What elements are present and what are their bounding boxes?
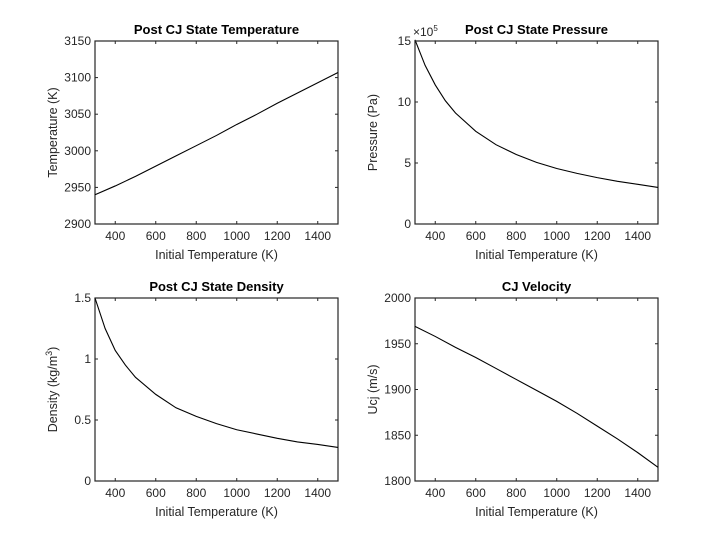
- velocity-y-tick-label: 2000: [384, 291, 411, 305]
- density-panel: 400 600 800 1000 1200 1400 0 0.5 1 1.5 Post CJ Sta…: [44, 279, 339, 519]
- velocity-x-tick-label: 1400: [624, 486, 651, 500]
- density-x-tick-label: 1200: [264, 486, 291, 500]
- density-y-axis-label-end: ): [46, 347, 60, 351]
- temperature-x-tick-label: 400: [105, 229, 125, 243]
- temperature-y-tick-label: 3000: [64, 144, 91, 158]
- temperature-y-tick-label: 2950: [64, 180, 91, 194]
- density-x-tick-label: 600: [146, 486, 166, 500]
- temperature-series-line: [94, 71, 339, 196]
- velocity-panel: 400 600 800 1000 1200 1400 1800 1850 1900 1950 200…: [366, 279, 659, 519]
- temperature-x-axis-label: Initial Temperature (K): [155, 248, 278, 262]
- pressure-x-tick-label: 400: [425, 229, 445, 243]
- density-x-tick-label: 800: [186, 486, 206, 500]
- density-y-axis-label: Density (kg/m3): [44, 347, 60, 433]
- temperature-x-tick-label: 1000: [223, 229, 250, 243]
- density-x-tick-label: 400: [105, 486, 125, 500]
- density-y-tick-label: 1: [84, 352, 91, 366]
- temperature-y-axis-label: Temperature (K): [46, 87, 60, 177]
- velocity-x-tick-label: 1000: [543, 486, 570, 500]
- velocity-x-tick-label: 800: [506, 486, 526, 500]
- velocity-x-tick-label: 400: [425, 486, 445, 500]
- temperature-x-tick-label: 1200: [264, 229, 291, 243]
- pressure-chart-title: Post CJ State Pressure: [465, 22, 608, 37]
- velocity-x-tick-label: 600: [466, 486, 486, 500]
- pressure-x-tick-label: 1000: [543, 229, 570, 243]
- density-chart-title: Post CJ State Density: [149, 279, 284, 294]
- temperature-chart-title: Post CJ State Temperature: [134, 22, 299, 37]
- density-y-axis-label-main: Density (kg/m: [46, 356, 60, 432]
- pressure-panel: 400 600 800 1000 1200 1400 0 5 10 15 Post CJ State…: [366, 22, 659, 262]
- temperature-x-tick-label: 600: [146, 229, 166, 243]
- velocity-x-tick-label: 1200: [584, 486, 611, 500]
- velocity-x-axis-label: Initial Temperature (K): [475, 505, 598, 519]
- density-y-tick-label: 0.5: [74, 413, 91, 427]
- pressure-y-tick-label: 5: [404, 156, 411, 170]
- pressure-y-tick-label: 15: [398, 34, 412, 48]
- pressure-y-tick-label: 0: [404, 217, 411, 231]
- temperature-panel: 400 600 800 1000 1200 1400 2900 2950 3000 3050 310…: [46, 22, 339, 262]
- pressure-x-tick-label: 1200: [584, 229, 611, 243]
- pressure-y-exponent-label: ×105: [413, 24, 438, 39]
- velocity-y-tick-label: 1900: [384, 383, 411, 397]
- temperature-y-tick-label: 3050: [64, 107, 91, 121]
- velocity-y-tick-label: 1950: [384, 337, 411, 351]
- density-y-tick-label: 1.5: [74, 291, 91, 305]
- temperature-x-tick-label: 800: [186, 229, 206, 243]
- density-y-axis-label-sup: 3: [44, 351, 54, 356]
- density-series-line: [94, 297, 339, 448]
- density-x-tick-label: 1400: [304, 486, 331, 500]
- pressure-series-line: [414, 39, 659, 188]
- pressure-y-exponent-power: 5: [433, 24, 438, 33]
- velocity-chart-title: CJ Velocity: [502, 279, 572, 294]
- velocity-y-tick-label: 1850: [384, 428, 411, 442]
- pressure-x-axis-label: Initial Temperature (K): [475, 248, 598, 262]
- pressure-x-tick-label: 1400: [624, 229, 651, 243]
- density-x-tick-label: 1000: [223, 486, 250, 500]
- pressure-y-axis-label: Pressure (Pa): [366, 94, 380, 171]
- temperature-y-tick-label: 3100: [64, 71, 91, 85]
- temperature-y-tick-label: 3150: [64, 34, 91, 48]
- pressure-plot-frame: [414, 40, 659, 225]
- density-plot-frame: [94, 297, 339, 482]
- temperature-x-tick-label: 1400: [304, 229, 331, 243]
- velocity-y-axis-label: Ucj (m/s): [366, 365, 380, 415]
- density-y-tick-label: 0: [84, 474, 91, 488]
- density-x-axis-label: Initial Temperature (K): [155, 505, 278, 519]
- pressure-x-tick-label: 800: [506, 229, 526, 243]
- velocity-y-tick-label: 1800: [384, 474, 411, 488]
- pressure-x-tick-label: 600: [466, 229, 486, 243]
- temperature-plot-frame: [94, 40, 339, 225]
- pressure-y-exponent-base: ×10: [413, 25, 434, 39]
- pressure-y-tick-label: 10: [398, 95, 412, 109]
- temperature-y-tick-label: 2900: [64, 217, 91, 231]
- velocity-plot-frame: [414, 297, 659, 482]
- velocity-series-line: [414, 325, 659, 468]
